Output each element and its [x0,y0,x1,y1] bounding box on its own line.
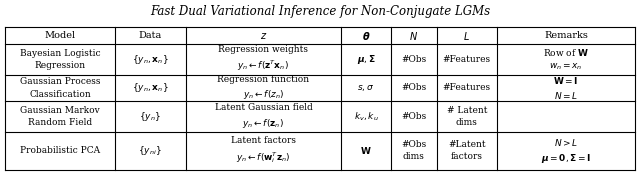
Text: Fast Dual Variational Inference for Non-Conjugate LGMs: Fast Dual Variational Inference for Non-… [150,5,490,18]
Text: $\boldsymbol{\theta}$: $\boldsymbol{\theta}$ [362,30,370,42]
Text: Regression function
$y_n \leftarrow f(z_n)$: Regression function $y_n \leftarrow f(z_… [218,75,310,101]
Text: Data: Data [138,31,162,40]
Text: $\{y_{ni}\}$: $\{y_{ni}\}$ [138,144,162,157]
Text: Remarks: Remarks [544,31,588,40]
Text: $N$: $N$ [409,30,419,42]
Text: #Obs: #Obs [401,84,426,92]
Text: #Obs: #Obs [401,112,426,121]
Text: #Features: #Features [443,84,491,92]
Text: $\boldsymbol{\mu}, \boldsymbol{\Sigma}$: $\boldsymbol{\mu}, \boldsymbol{\Sigma}$ [356,53,376,66]
Text: Bayesian Logistic
Regression: Bayesian Logistic Regression [20,49,100,70]
Text: # Latent
dims: # Latent dims [447,106,487,127]
Text: #Obs
dims: #Obs dims [401,140,426,161]
Text: $s, \sigma$: $s, \sigma$ [357,83,374,93]
Text: #Features: #Features [443,55,491,64]
Text: $\mathbf{W}$: $\mathbf{W}$ [360,145,372,156]
Text: #Obs: #Obs [401,55,426,64]
Text: Regression weights
$y_n \leftarrow f(\mathbf{z}^T\mathbf{x}_n)$: Regression weights $y_n \leftarrow f(\ma… [218,45,308,73]
Text: $\{y_n, \mathbf{x}_n\}$: $\{y_n, \mathbf{x}_n\}$ [132,81,168,94]
Text: Row of $\mathbf{W}$
$w_n = x_n$: Row of $\mathbf{W}$ $w_n = x_n$ [543,47,589,72]
Text: $\{y_n, \mathbf{x}_n\}$: $\{y_n, \mathbf{x}_n\}$ [132,53,168,66]
Text: $z$: $z$ [260,30,267,41]
Text: Gaussian Process
Classification: Gaussian Process Classification [20,77,100,98]
Text: Latent Gaussian field
$y_n \leftarrow f(\mathbf{z}_n)$: Latent Gaussian field $y_n \leftarrow f(… [214,104,312,129]
Text: $\mathbf{W} = \mathbf{I}$
$N = L$: $\mathbf{W} = \mathbf{I}$ $N = L$ [553,75,579,101]
Text: #Latent
factors: #Latent factors [448,140,486,161]
Text: Probabilistic PCA: Probabilistic PCA [20,146,100,155]
Text: Gaussian Markov
Random Field: Gaussian Markov Random Field [20,106,100,127]
Text: $N > L$
$\boldsymbol{\mu} = \mathbf{0}, \boldsymbol{\Sigma} = \mathbf{I}$: $N > L$ $\boldsymbol{\mu} = \mathbf{0}, … [541,137,591,165]
Text: $L$: $L$ [463,30,470,42]
Text: Latent factors
$y_n \leftarrow f(\mathbf{w}_i^T\mathbf{z}_n)$: Latent factors $y_n \leftarrow f(\mathbf… [231,136,296,165]
Text: $\{y_n\}$: $\{y_n\}$ [140,110,161,123]
Text: $k_v, k_u$: $k_v, k_u$ [354,110,378,123]
Text: Model: Model [44,31,76,40]
